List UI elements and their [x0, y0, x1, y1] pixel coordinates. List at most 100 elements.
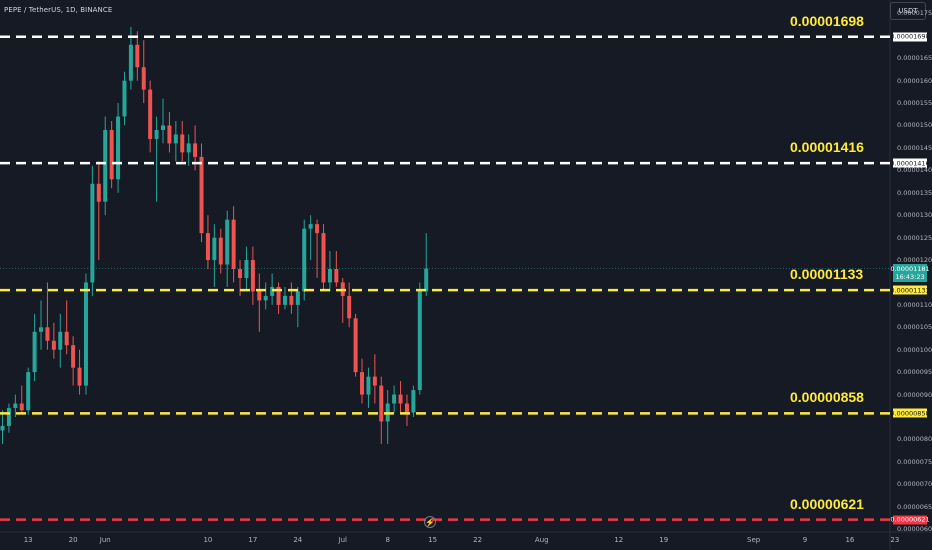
countdown-timer: 16:43:23 — [895, 272, 925, 281]
candle-body — [77, 367, 82, 386]
candle-body — [315, 224, 320, 234]
candle-body — [263, 295, 268, 301]
symbol-title: PEPE / TetherUS, 1D, BINANCE — [4, 6, 113, 14]
candle-body — [295, 291, 300, 305]
candle-body — [180, 134, 185, 153]
candle-body — [379, 385, 384, 422]
date-tick-label: 19 — [659, 536, 669, 544]
candle-body — [276, 286, 281, 305]
date-tick-label: 16 — [845, 536, 855, 544]
candle-body — [116, 116, 121, 180]
candle-body — [173, 134, 178, 144]
date-tick-label: Sep — [747, 536, 761, 544]
candle-body — [302, 228, 307, 292]
level-label: 0.00001133 — [790, 266, 864, 283]
level-price-marker: 0.00001698 — [890, 32, 930, 42]
candle-body — [135, 44, 140, 68]
candle-body — [347, 295, 352, 319]
candle-body — [231, 219, 236, 269]
candle-body — [392, 394, 397, 404]
candle-body — [398, 394, 403, 404]
candle-body — [218, 237, 223, 265]
level-price-marker: 0.00001133 — [890, 285, 930, 295]
candle-body — [244, 260, 249, 278]
level-label: 0.00000621 — [790, 495, 864, 512]
date-tick-label: Aug — [534, 536, 549, 544]
candle-body — [51, 340, 56, 350]
candle-body — [83, 282, 88, 386]
candle-body — [154, 129, 159, 139]
candle-body — [45, 327, 50, 341]
level-label: 0.00001698 — [790, 12, 864, 29]
candle-body — [186, 143, 191, 153]
level-price-marker: 0.00000858 — [890, 408, 930, 418]
candle-body — [289, 295, 294, 305]
currency-button[interactable]: USDT — [890, 2, 926, 20]
candle-body — [225, 219, 230, 265]
candle-body — [282, 295, 287, 305]
level-price-marker: 0.00001416 — [890, 158, 930, 168]
date-tick-label: 12 — [614, 536, 624, 544]
candle-body — [327, 269, 332, 283]
candle-body — [128, 44, 133, 81]
candle-body — [103, 129, 108, 202]
date-tick-label: 17 — [248, 536, 258, 544]
date-tick-label: 22 — [473, 536, 483, 544]
candle-body — [39, 327, 44, 332]
candle-body — [161, 125, 165, 130]
candle-body — [193, 143, 198, 157]
candle-body — [360, 372, 365, 395]
candle-body — [167, 125, 172, 144]
date-tick-label: 15 — [428, 536, 438, 544]
date-tick-label: 9 — [802, 536, 808, 544]
candle-body — [250, 260, 255, 292]
candle-body — [148, 89, 153, 139]
candle-body — [411, 390, 416, 413]
date-tick-label: 20 — [68, 536, 78, 544]
candle-body — [212, 237, 217, 261]
candle-body — [90, 183, 95, 283]
candle-body — [58, 331, 63, 350]
candle-body — [19, 403, 24, 411]
candle-body — [417, 291, 422, 391]
candle-body — [32, 331, 37, 373]
last-price-marker: 0.00001181 16:43:23 — [890, 263, 930, 282]
candle-body — [6, 408, 11, 426]
date-tick-label: 8 — [385, 536, 390, 544]
candle-body — [26, 372, 31, 411]
candle-body — [366, 376, 371, 395]
date-tick-label: 23 — [890, 536, 900, 544]
level-price-marker: 0.00000621 — [890, 515, 930, 525]
candle-body — [122, 80, 127, 117]
level-label: 0.00000858 — [790, 389, 864, 406]
level-label: 0.00001416 — [790, 139, 864, 156]
last-price-value: 0.00001181 — [890, 264, 930, 273]
candle-body — [372, 376, 377, 386]
date-tick-label: 13 — [23, 536, 33, 544]
candle-body — [404, 403, 409, 413]
candle-body — [238, 269, 243, 278]
candle-body — [141, 67, 146, 90]
date-tick-label: 24 — [293, 536, 303, 544]
candle-body — [308, 224, 313, 229]
candle-body — [321, 233, 326, 283]
lightning-icon[interactable]: ⚡ — [424, 516, 436, 528]
candle-body — [64, 331, 69, 346]
